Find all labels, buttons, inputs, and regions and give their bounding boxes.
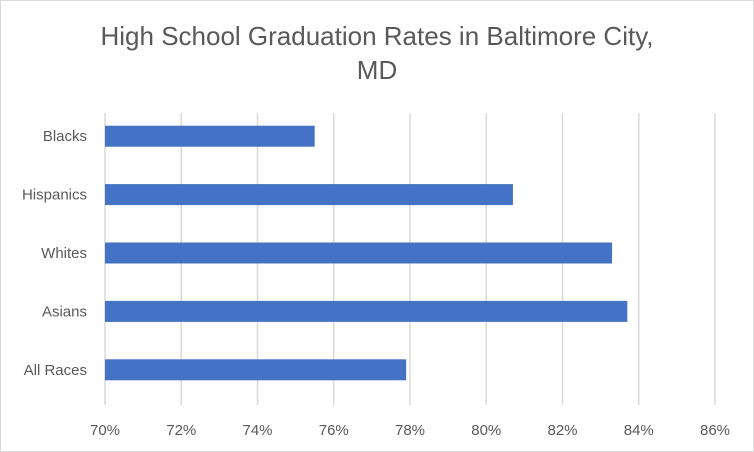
y-category-label-blacks: Blacks: [43, 128, 87, 145]
x-tick-label-86: 86%: [700, 422, 730, 439]
y-category-label-hispanics: Hispanics: [22, 187, 87, 204]
x-tick-label-72: 72%: [166, 422, 196, 439]
x-tick-label-84: 84%: [624, 422, 654, 439]
x-tick-label-74: 74%: [242, 422, 272, 439]
bar-asians: [105, 300, 628, 322]
x-tick-label-76: 76%: [319, 422, 349, 439]
x-tick-label-78: 78%: [395, 422, 425, 439]
x-tick-label-82: 82%: [547, 422, 577, 439]
y-category-label-asians: Asians: [42, 303, 87, 320]
x-tick-label-80: 80%: [471, 422, 501, 439]
chart-title-line-2: MD: [356, 55, 398, 85]
chart-title-line-1: High School Graduation Rates in Baltimor…: [100, 21, 654, 51]
bar-blacks: [105, 125, 315, 147]
chart-title: High School Graduation Rates in Baltimor…: [1, 19, 753, 87]
bar-all-races: [105, 359, 407, 381]
y-category-label-all-races: All Races: [24, 362, 87, 379]
y-category-label-whites: Whites: [41, 245, 87, 262]
x-tick-label-70: 70%: [90, 422, 120, 439]
bar-hispanics: [105, 184, 513, 206]
bar-whites: [105, 242, 613, 264]
